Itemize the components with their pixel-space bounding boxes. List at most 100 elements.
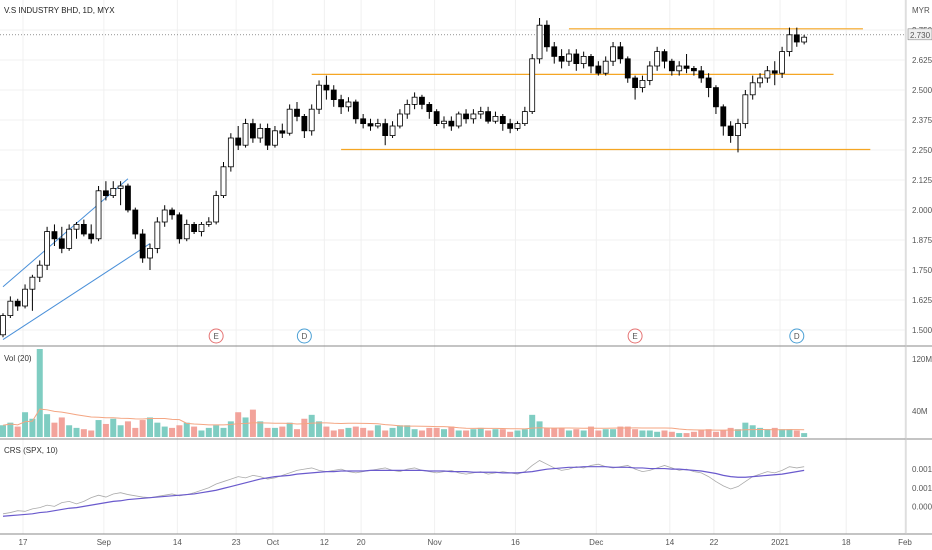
currency-label: MYR: [912, 6, 930, 15]
crs-ma-line: [2, 466, 805, 517]
candle-body: [588, 56, 594, 67]
volume-bar: [690, 431, 697, 437]
volume-bar: [705, 429, 712, 437]
candle-body: [793, 34, 800, 43]
volume-bar: [543, 427, 550, 437]
volume-bar: [470, 429, 477, 437]
volume-bar: [485, 430, 492, 437]
candle-body: [286, 108, 293, 134]
x-tick-label: Feb: [898, 538, 912, 547]
volume-bar: [580, 430, 587, 437]
crs-pane[interactable]: [2, 460, 805, 517]
volume-bar: [330, 430, 337, 437]
candle-body: [58, 238, 65, 249]
volume-bar: [352, 426, 359, 437]
volume-bar: [529, 414, 536, 437]
candle-body: [514, 123, 521, 129]
y-tick-label: 2.625: [912, 56, 932, 65]
candle-body: [676, 65, 683, 72]
candle-body: [176, 214, 183, 240]
event-marker-label: E: [632, 332, 637, 341]
volume-bar: [338, 429, 345, 437]
candle-body: [492, 116, 499, 122]
candle-body: [220, 166, 227, 197]
volume-bar: [536, 421, 543, 437]
volume-bar: [132, 427, 139, 437]
volume-bar: [264, 427, 271, 437]
volume-bar: [44, 414, 51, 437]
volume-bar: [749, 425, 756, 437]
y-tick-label: 1.625: [912, 296, 932, 305]
candle-body: [735, 123, 741, 136]
volume-bar: [389, 427, 396, 437]
y-tick-label: 1.750: [912, 266, 932, 275]
volume-bar: [646, 430, 653, 437]
crs-y-tick-label: 0.000: [912, 502, 932, 511]
volume-bar: [624, 426, 631, 437]
candle-body: [646, 65, 653, 81]
volume-bar: [139, 420, 146, 437]
volume-bar: [698, 430, 705, 437]
candle-body: [29, 276, 36, 290]
crs-pane-title: CRS (SPX, 10): [4, 446, 58, 455]
volume-bar: [676, 433, 683, 437]
volume-bar: [80, 429, 87, 437]
candle-body: [654, 51, 661, 67]
candle-body: [95, 190, 102, 240]
volume-bar: [617, 426, 624, 437]
volume-bar: [654, 431, 661, 437]
volume-bar: [14, 426, 21, 437]
volume-bar: [463, 430, 470, 437]
candle-body: [80, 223, 87, 235]
last-price-badge: [907, 28, 932, 41]
volume-bar: [551, 427, 558, 437]
volume-bar: [22, 412, 29, 437]
volume-bar: [29, 418, 36, 437]
candle-body: [374, 123, 381, 127]
candle-body: [294, 108, 300, 117]
candle-body: [44, 231, 50, 266]
candle-body: [624, 58, 631, 79]
volume-bar: [345, 427, 352, 437]
volume-bar: [455, 430, 462, 437]
x-tick-label: Nov: [427, 538, 441, 547]
candle-body: [352, 101, 359, 120]
candle-body: [727, 125, 734, 137]
candle-body: [132, 209, 139, 235]
volume-pane-title: Vol (20): [4, 354, 32, 363]
vol-y-tick-label: 120M: [912, 355, 932, 364]
candle-body: [683, 65, 690, 69]
x-tick-label: 2021: [771, 538, 789, 547]
candle-body: [308, 108, 315, 132]
volume-bar: [661, 430, 668, 437]
candle-body: [360, 118, 367, 125]
crs-line: [2, 460, 805, 515]
volume-pane[interactable]: [0, 349, 808, 437]
volume-bar: [771, 427, 778, 437]
volume-bar: [499, 429, 506, 437]
volume-bar: [198, 430, 205, 437]
volume-bar: [286, 422, 293, 437]
candle-body: [330, 89, 337, 100]
candle-body: [661, 51, 668, 62]
event-marker-dividend: [296, 328, 312, 344]
volume-bar: [73, 427, 80, 437]
volume-bar: [88, 430, 95, 437]
candle-body: [139, 233, 146, 259]
x-tick-label: 16: [511, 538, 520, 547]
volume-bar: [154, 422, 161, 437]
candle-body: [470, 113, 477, 120]
channel-line-upper: [2, 178, 129, 288]
candle-body: [801, 36, 808, 43]
x-tick-label: 14: [173, 538, 182, 547]
grid: [0, 0, 906, 534]
candle-body: [602, 60, 609, 74]
candle-body: [272, 130, 278, 146]
chart-title: V.S INDUSTRY BHD, 1D, MYX: [4, 6, 115, 15]
candle-body: [36, 264, 43, 278]
candle-body: [110, 187, 117, 196]
channel-line-lower: [2, 243, 151, 341]
candle-body: [323, 84, 330, 91]
